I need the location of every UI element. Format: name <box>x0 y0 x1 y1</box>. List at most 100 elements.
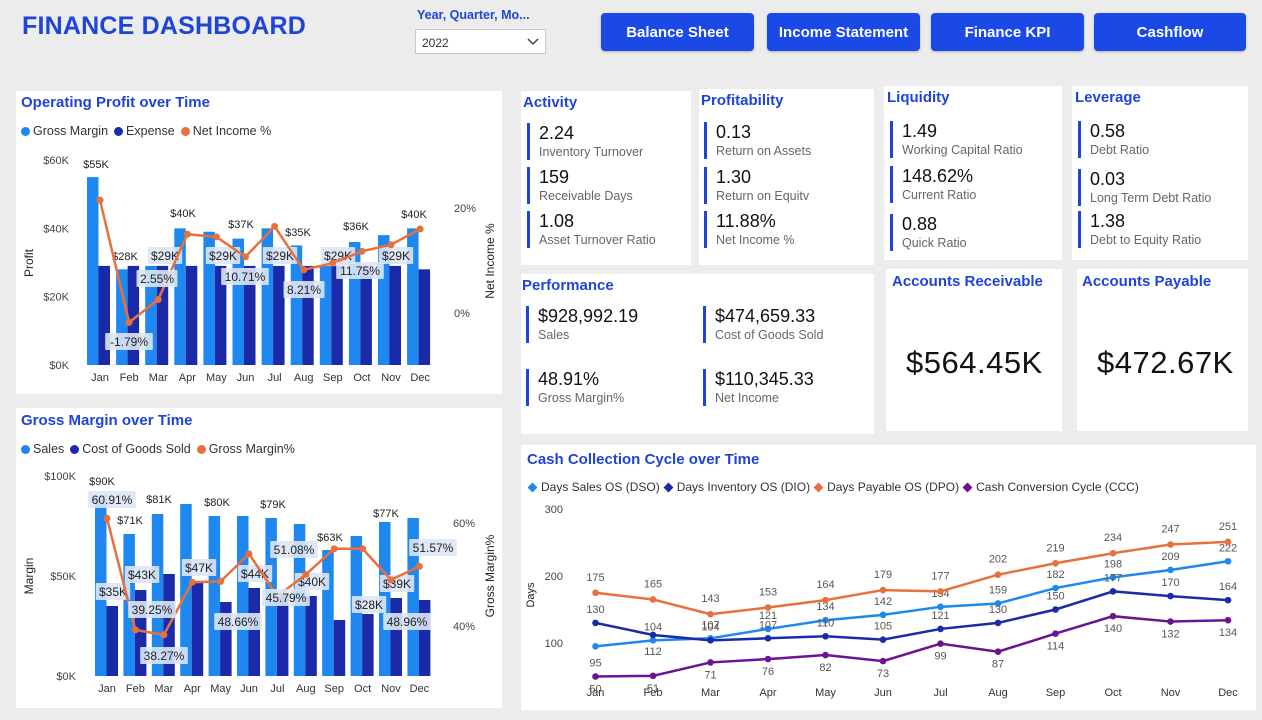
line-value-label: 48.66% <box>218 615 259 629</box>
net-income-point <box>329 259 337 267</box>
operating-profit-chart: $0K $20K $40K $60K 0% 20% Profit Net Income % Ja… <box>22 155 497 384</box>
line-value-label: -1.79% <box>110 335 148 349</box>
line-value-label-bg <box>383 613 431 630</box>
dpo-point <box>879 586 887 594</box>
ccc-point <box>1052 630 1059 637</box>
kpi-value: 48.91% <box>538 369 600 389</box>
x-tick-label: Jan <box>91 372 109 384</box>
dio-point <box>879 636 887 643</box>
finance-kpi-button[interactable]: Finance KPI <box>931 13 1084 51</box>
gross-margin-bar <box>290 245 303 365</box>
dpo-value-label: 247 <box>1161 524 1179 536</box>
cogs-value-label: $39K <box>383 577 411 591</box>
dso-value-label: 198 <box>1104 558 1122 570</box>
expense-bar <box>273 265 285 365</box>
gross-margin-card: Gross Margin over Time Sales Cost of Goo… <box>16 408 502 708</box>
x-tick-label: Apr <box>759 687 776 699</box>
profitability-title: Profitability <box>701 92 784 109</box>
net-income-line <box>98 199 421 325</box>
activity-title: Activity <box>523 94 578 111</box>
line-value-label-bg <box>221 268 269 285</box>
dio-value-label: 104 <box>701 621 719 633</box>
bar-value-label-bg <box>205 247 241 264</box>
ccc-value-label: 76 <box>762 666 774 678</box>
cashflow-button[interactable]: Cashflow <box>1094 13 1246 51</box>
net-income-point <box>387 241 395 249</box>
ccc-line <box>595 614 1229 678</box>
dpo-value-label: 251 <box>1219 521 1237 533</box>
bar-value-label: $40K <box>401 209 427 221</box>
x-tick-label: Jun <box>237 372 255 384</box>
year-filter-select[interactable]: 2022 <box>415 29 546 54</box>
dso-point <box>764 625 772 633</box>
debt-to-equity-kpi: 1.38 Debt to Equity Ratio <box>1078 211 1201 248</box>
dio-value-label: 130 <box>989 604 1007 616</box>
kpi-label: Cost of Goods Sold <box>715 328 824 342</box>
kpi-label: Net Income % <box>716 233 795 247</box>
net-income-pct-kpi: 11.88% Net Income % <box>704 211 795 248</box>
kpi-value: 148.62% <box>902 166 974 186</box>
expense-bar <box>418 269 431 365</box>
kpi-label: Working Capital Ratio <box>902 143 1023 157</box>
y-tick-label: $100K <box>44 471 76 483</box>
line-value-label-bg <box>283 281 325 298</box>
dpo-point <box>764 604 772 611</box>
dio-point <box>1224 596 1232 604</box>
sales-bar <box>208 516 221 676</box>
gross-margin-bar <box>319 265 332 365</box>
gross-margin-pct-point <box>330 545 338 553</box>
bar-value-label: $81K <box>146 494 172 506</box>
ccc-value-label: 87 <box>992 659 1004 671</box>
cash-legend: Days Sales OS (DSO) Days Inventory OS (D… <box>527 480 1139 494</box>
line-value-label-bg <box>128 601 176 618</box>
filter-label: Year, Quarter, Mo... <box>417 8 530 22</box>
bar-value-label: $63K <box>317 532 343 544</box>
y-tick-label: 200 <box>545 571 563 583</box>
x-tick-label: Mar <box>149 372 168 384</box>
dio-value-label: 107 <box>759 619 777 631</box>
x-tick-label: Feb <box>126 683 145 695</box>
ccc-point <box>1167 618 1174 625</box>
dpo-line <box>595 540 1229 616</box>
cogs-bar <box>248 588 260 676</box>
legend-dot-icon <box>114 126 124 136</box>
kpi-label: Gross Margin% <box>538 391 625 405</box>
accounts-receivable-card: Accounts Receivable $564.45K <box>886 269 1062 431</box>
cogs-kpi: $474,659.33 Cost of Goods Sold <box>703 306 823 343</box>
ccc-point <box>994 648 1002 656</box>
kpi-value: 11.88% <box>716 211 776 231</box>
legend-dot-icon <box>21 126 30 136</box>
dpo-point <box>707 610 714 618</box>
dio-value-label: 150 <box>1046 591 1064 603</box>
bar-value-label: $35K <box>285 227 311 239</box>
accounts-payable-title: Accounts Payable <box>1082 273 1212 290</box>
legend-dot-icon <box>21 444 30 454</box>
bar-value-label-bg <box>147 247 183 264</box>
accounts-receivable-title: Accounts Receivable <box>892 273 1043 290</box>
receivable-days-kpi: 159 Receivable Days <box>527 167 633 204</box>
expense-bar <box>302 265 314 365</box>
dso-value-label: 121 <box>759 610 777 622</box>
dio-point <box>764 635 772 642</box>
y2-axis-label: Net Income % <box>483 223 497 299</box>
cogs-bar <box>390 598 402 676</box>
net-income-point <box>154 296 162 304</box>
dio-value-label: 112 <box>644 646 662 658</box>
net-income-point <box>358 247 366 255</box>
dpo-value-label: 234 <box>1104 532 1122 544</box>
x-tick-label: Sep <box>323 372 343 384</box>
y-tick-label: $50K <box>50 571 76 583</box>
income-statement-button[interactable]: Income Statement <box>767 13 920 51</box>
return-on-assets-kpi: 0.13 Return on Assets <box>704 122 811 159</box>
kpi-value: 0.03 <box>1090 169 1126 189</box>
activity-card: Activity 2.24 Inventory Turnover 159 Recei… <box>521 91 691 265</box>
balance-sheet-button[interactable]: Balance Sheet <box>601 13 754 51</box>
x-tick-label: Jul <box>270 683 284 695</box>
dio-value-label: 110 <box>817 617 835 629</box>
cogs-bar <box>362 614 374 676</box>
cogs-value-label-bg <box>124 566 160 583</box>
leverage-title: Leverage <box>1075 89 1141 106</box>
y-tick-label: $40K <box>43 223 69 235</box>
dso-value-label: 95 <box>589 657 601 669</box>
kpi-value: $928,992.19 <box>538 306 639 326</box>
